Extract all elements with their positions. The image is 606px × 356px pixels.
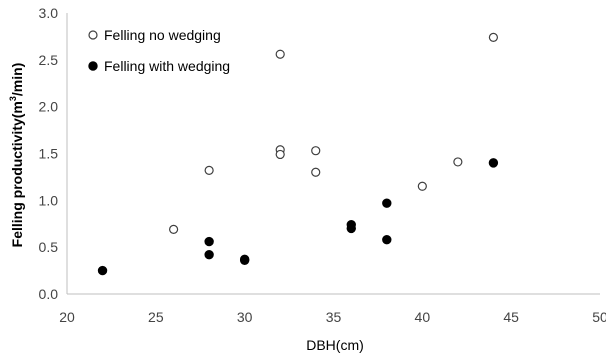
y-tick-labels: 0.0 0.5 1.0 1.5 2.0 2.5 3.0 <box>39 5 59 302</box>
data-point-with-wedging <box>382 234 392 245</box>
y-axis-title-unit: /min) <box>9 63 25 96</box>
x-tick-labels: 20 25 30 35 40 45 50 <box>59 309 606 325</box>
data-point-no-wedging <box>169 224 179 234</box>
x-tick-label: 45 <box>503 309 519 325</box>
y-tick-label: 1.0 <box>39 192 59 208</box>
y-tick-label: 0.5 <box>39 239 59 255</box>
data-points <box>97 32 499 276</box>
x-tick-label: 35 <box>326 309 342 325</box>
y-tick-label: 3.0 <box>39 5 59 21</box>
x-tick-label: 20 <box>59 309 75 325</box>
data-point-no-wedging <box>204 165 214 175</box>
y-tick-label: 2.5 <box>39 52 59 68</box>
x-tick-label: 50 <box>592 309 606 325</box>
data-point-with-wedging <box>346 223 356 234</box>
data-point-with-wedging <box>204 236 214 247</box>
data-point-no-wedging <box>453 157 463 167</box>
y-tick-label: 0.0 <box>39 286 59 302</box>
data-point-no-wedging <box>275 149 285 160</box>
legend: Felling no wedging Felling with wedging <box>88 27 230 74</box>
legend-label-no-wedging: Felling no wedging <box>104 27 221 43</box>
data-point-no-wedging <box>275 49 285 59</box>
data-point-with-wedging <box>239 255 250 265</box>
x-tick-label: 25 <box>148 309 164 325</box>
data-point-with-wedging <box>382 198 392 208</box>
x-axis-title: DBH(cm) <box>306 337 364 353</box>
y-axis-title-superscript: 3 <box>8 96 18 101</box>
data-point-with-wedging <box>97 265 108 276</box>
legend-marker-no-wedging <box>88 30 98 40</box>
legend-label-with-wedging: Felling with wedging <box>104 58 230 74</box>
data-point-with-wedging <box>488 158 499 168</box>
axes <box>66 13 600 295</box>
data-point-no-wedging <box>488 32 498 42</box>
data-point-no-wedging <box>311 146 321 156</box>
x-tick-label: 30 <box>237 309 253 325</box>
x-tick-label: 40 <box>415 309 431 325</box>
y-axis-title: Felling productivity(m3/min) <box>8 63 25 248</box>
data-point-no-wedging <box>417 181 427 191</box>
y-axis-title-main: Felling productivity(m <box>9 101 25 247</box>
y-tick-label: 2.0 <box>39 99 59 115</box>
data-point-with-wedging <box>204 249 214 260</box>
data-point-no-wedging <box>311 167 321 177</box>
y-tick-label: 1.5 <box>39 146 59 162</box>
legend-marker-with-wedging <box>88 61 98 71</box>
